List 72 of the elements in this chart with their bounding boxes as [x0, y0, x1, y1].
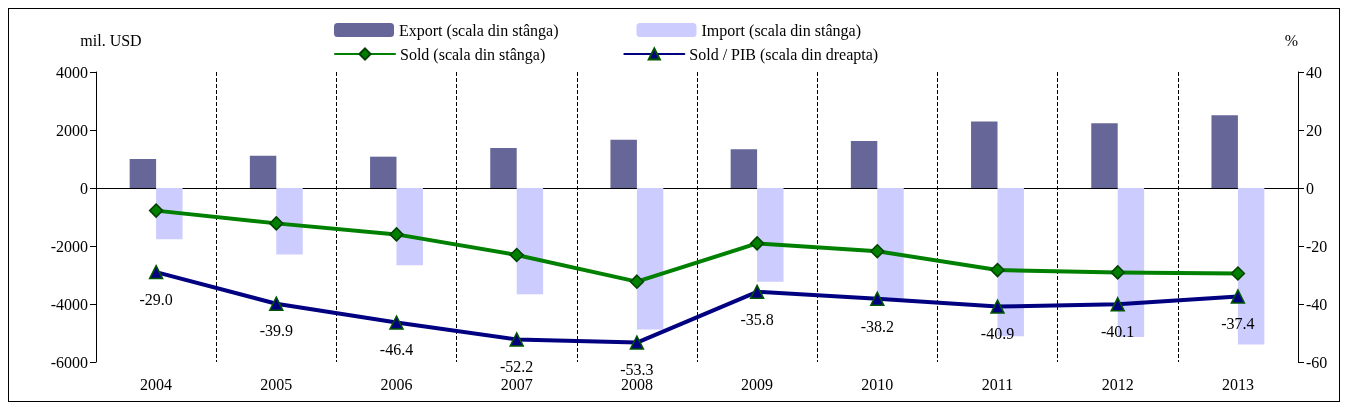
- bar: [370, 156, 397, 188]
- bar: [1091, 123, 1118, 188]
- legend-label: Sold (scala din stânga): [400, 45, 546, 64]
- legend-label: Sold / PIB (scala din dreapta): [689, 45, 879, 64]
- data-label: -38.2: [860, 317, 894, 335]
- data-label: -46.4: [379, 341, 414, 359]
- bar: [850, 141, 878, 188]
- point: [870, 291, 885, 307]
- point: [1110, 297, 1125, 312]
- point: [870, 243, 885, 259]
- bar: [730, 149, 758, 188]
- point: [1110, 265, 1125, 280]
- y-tick-label: 2000: [56, 121, 88, 139]
- bar: [1211, 115, 1238, 188]
- point: [148, 264, 164, 280]
- bar: [610, 139, 637, 188]
- y2-tick-label: -40: [1306, 295, 1328, 313]
- bar: [276, 188, 303, 255]
- data-label: -35.8: [740, 310, 774, 328]
- y-tick-label: -4000: [50, 295, 88, 313]
- y2-tick-label: 40: [1306, 63, 1322, 81]
- legend-label: Export (scala din stânga): [399, 21, 559, 40]
- x-tick-label: 2004: [140, 375, 173, 393]
- bar: [396, 188, 423, 266]
- point: [389, 227, 404, 242]
- x-tick-label: 2005: [260, 375, 293, 393]
- y2-axis-title: %: [1284, 31, 1298, 49]
- point: [148, 203, 164, 218]
- point: [389, 315, 404, 330]
- bar: [129, 159, 157, 188]
- data-label: -37.4: [1221, 315, 1255, 333]
- point: [1230, 289, 1246, 304]
- y2-tick-label: -60: [1306, 353, 1328, 371]
- point: [749, 236, 765, 251]
- x-tick-label: 2007: [500, 375, 533, 393]
- y2-tick-label: 0: [1306, 179, 1314, 197]
- point: [749, 284, 765, 300]
- point: [1230, 266, 1246, 281]
- bar: [249, 155, 277, 188]
- y-axis-title: mil. USD: [80, 31, 142, 49]
- point: [629, 274, 645, 289]
- x-tick-label: 2012: [1101, 375, 1134, 393]
- x-tick-label: 2010: [861, 375, 894, 393]
- bar: [516, 188, 544, 295]
- y-tick-label: 4000: [56, 63, 88, 81]
- data-label: -40.9: [980, 325, 1015, 343]
- point: [990, 262, 1005, 278]
- point: [990, 299, 1005, 314]
- y-tick-label: -2000: [50, 237, 88, 255]
- point: [509, 247, 524, 263]
- y-tick-label: 0: [80, 179, 88, 197]
- bar: [877, 188, 904, 299]
- bar: [971, 121, 998, 188]
- x-tick-label: 2006: [380, 375, 413, 393]
- y2-tick-label: -20: [1306, 237, 1328, 255]
- x-tick-label: 2013: [1221, 375, 1254, 393]
- x-tick-label: 2009: [741, 375, 774, 393]
- y-tick-label: -6000: [50, 353, 88, 371]
- y2-tick-label: 20: [1306, 121, 1322, 139]
- legend-label: Import (scala din stânga): [701, 21, 861, 40]
- data-label: -29.0: [139, 290, 173, 308]
- point: [509, 332, 524, 347]
- x-tick-label: 2011: [981, 375, 1014, 393]
- bar: [757, 188, 784, 282]
- point: [269, 216, 284, 231]
- bar: [636, 188, 664, 330]
- point: [269, 296, 284, 311]
- data-label: -40.1: [1101, 323, 1135, 341]
- data-label: -52.2: [500, 358, 534, 376]
- bar: [490, 147, 517, 188]
- point: [629, 335, 645, 350]
- data-label: -39.9: [259, 322, 293, 340]
